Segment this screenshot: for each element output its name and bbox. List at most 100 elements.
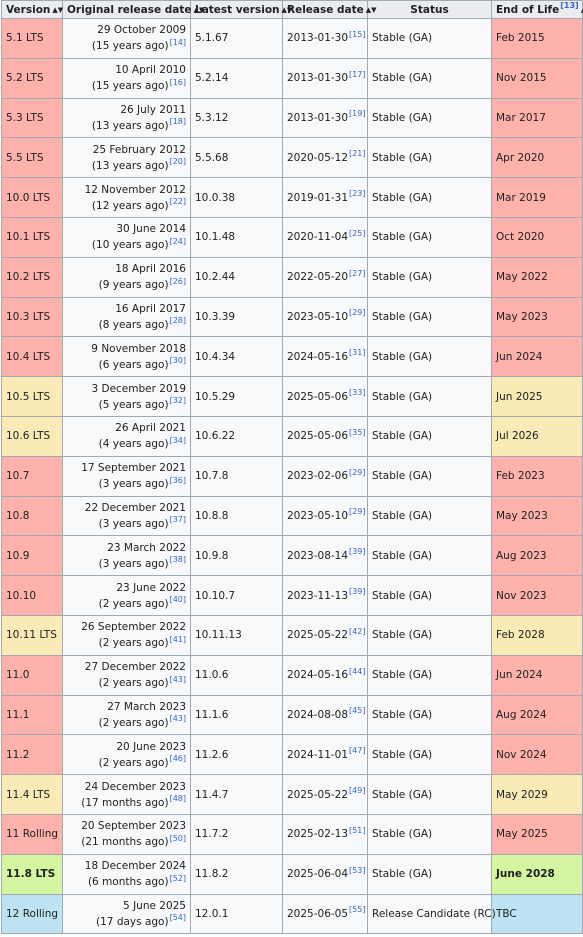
- reference-link[interactable]: [19]: [349, 109, 366, 119]
- column-header-version[interactable]: Version ▲▼: [1, 0, 64, 19]
- reference-link[interactable]: [52]: [169, 873, 186, 883]
- version-cell: 10.2 LTS: [1, 256, 63, 298]
- reference-link[interactable]: [37]: [169, 515, 186, 525]
- original-release-age: (6 months ago): [87, 876, 169, 889]
- original-release-age: (2 years ago): [98, 716, 169, 729]
- reference-link[interactable]: [29]: [349, 507, 366, 517]
- reference-link[interactable]: [36]: [169, 475, 186, 485]
- reference-link[interactable]: [21]: [349, 149, 366, 159]
- original-release-age: (2 years ago): [98, 637, 169, 650]
- reference-link[interactable]: [55]: [349, 905, 366, 915]
- reference-link[interactable]: [38]: [169, 555, 186, 565]
- reference-link[interactable]: [28]: [169, 316, 186, 326]
- sort-arrows-icon[interactable]: ▲▼: [365, 5, 377, 14]
- reference-link[interactable]: [41]: [169, 634, 186, 644]
- release-date-cell: 2025-06-05[55]: [282, 893, 368, 935]
- reference-link[interactable]: [27]: [349, 268, 366, 278]
- version-cell: 5.2 LTS: [1, 57, 63, 99]
- column-header-end-of-life[interactable]: End of Life[13]▲▼: [491, 0, 583, 19]
- original-release-date-cell: 20 September 2023 (21 months ago)[50]: [62, 813, 191, 855]
- reference-link[interactable]: [33]: [349, 388, 366, 398]
- reference-link[interactable]: [45]: [349, 706, 366, 716]
- reference-link[interactable]: [42]: [349, 626, 366, 636]
- reference-link[interactable]: [43]: [169, 714, 186, 724]
- status-cell: Stable (GA): [367, 853, 492, 895]
- reference-link[interactable]: [50]: [169, 833, 186, 843]
- reference-link[interactable]: [22]: [169, 197, 186, 207]
- original-release-date-cell: 30 June 2014 (10 years ago)[24]: [62, 216, 191, 258]
- release-date-cell: 2020-05-12[21]: [282, 137, 368, 179]
- reference-link[interactable]: [43]: [169, 674, 186, 684]
- reference-link[interactable]: [53]: [349, 865, 366, 875]
- latest-version-cell: 10.8.8: [190, 495, 283, 537]
- release-date: 2025-05-22: [287, 629, 349, 642]
- column-header-status: Status: [367, 0, 492, 19]
- end-of-life-cell: Oct 2020: [491, 216, 583, 258]
- reference-link[interactable]: [40]: [169, 595, 186, 605]
- end-of-life-cell: Feb 2023: [491, 455, 583, 497]
- original-release-date-cell: 18 April 2016 (9 years ago)[26]: [62, 256, 191, 298]
- reference-link[interactable]: [31]: [349, 348, 366, 358]
- original-release-date: 25 February 2012: [92, 143, 186, 156]
- reference-link[interactable]: [30]: [169, 356, 186, 366]
- reference-link[interactable]: [54]: [169, 913, 186, 923]
- version-cell: 11.1: [1, 694, 63, 736]
- version-cell: 10.4 LTS: [1, 336, 63, 378]
- reference-link[interactable]: [29]: [349, 308, 366, 318]
- table-row: 10.0 LTS 12 November 2012 (12 years ago)[2…: [1, 177, 583, 218]
- release-date: 2023-11-13: [287, 589, 349, 602]
- original-release-date: 18 April 2016: [115, 263, 186, 276]
- release-date: 2022-05-20: [287, 271, 349, 284]
- column-header-original-release-date[interactable]: Original release date▲▼: [62, 0, 204, 19]
- column-header-latest-version[interactable]: Latest version▲▼: [190, 0, 292, 19]
- reference-link[interactable]: [48]: [169, 794, 186, 804]
- sort-arrows-icon[interactable]: ▲▼: [52, 5, 64, 14]
- reference-link[interactable]: [15]: [349, 29, 366, 39]
- release-date: 2025-05-06: [287, 430, 349, 443]
- table-row: 10.4 LTS 9 November 2018 (6 years ago)[30]…: [1, 336, 583, 378]
- table-row: 10.1 LTS 30 June 2014 (10 years ago)[24] 10…: [1, 216, 583, 258]
- reference-link[interactable]: [13]: [560, 1, 579, 10]
- status-cell: Stable (GA): [367, 336, 492, 378]
- reference-link[interactable]: [26]: [169, 276, 186, 286]
- latest-version-cell: 5.2.14: [190, 57, 283, 99]
- reference-link[interactable]: [46]: [169, 754, 186, 764]
- reference-link[interactable]: [25]: [349, 228, 366, 238]
- original-release-date: 17 September 2021: [81, 462, 186, 475]
- reference-link[interactable]: [16]: [169, 77, 186, 87]
- release-date-cell: 2020-11-04[25]: [282, 216, 368, 258]
- original-release-date: 5 June 2025: [123, 899, 186, 912]
- original-release-date: 12 November 2012: [84, 183, 186, 196]
- reference-link[interactable]: [44]: [349, 666, 366, 676]
- version-cell: 5.5 LTS: [1, 137, 63, 179]
- reference-link[interactable]: [17]: [349, 69, 366, 79]
- table-row: 10.2 LTS 18 April 2016 (9 years ago)[26] 10…: [1, 256, 583, 298]
- reference-link[interactable]: [23]: [349, 189, 366, 199]
- reference-link[interactable]: [20]: [169, 157, 186, 167]
- reference-link[interactable]: [14]: [169, 37, 186, 47]
- reference-link[interactable]: [24]: [169, 236, 186, 246]
- release-date-cell: 2019-01-31[23]: [282, 177, 368, 218]
- reference-link[interactable]: [39]: [349, 547, 366, 557]
- version-cell: 10.10: [1, 575, 63, 616]
- sort-arrows-icon[interactable]: ▲▼: [581, 6, 583, 14]
- reference-link[interactable]: [32]: [169, 396, 186, 406]
- original-release-age: (17 months ago): [81, 796, 169, 809]
- release-date: 2024-05-16: [287, 350, 349, 363]
- end-of-life-cell: Nov 2024: [491, 734, 583, 776]
- status-cell: Stable (GA): [367, 455, 492, 497]
- reference-link[interactable]: [51]: [349, 825, 366, 835]
- original-release-date: 20 June 2023: [116, 740, 186, 753]
- reference-link[interactable]: [49]: [349, 786, 366, 796]
- end-of-life-cell: June 2028: [491, 853, 583, 895]
- column-header-release-date[interactable]: Release date ▲▼: [282, 0, 377, 19]
- release-date: 2024-05-16: [287, 669, 349, 682]
- status-cell: Stable (GA): [367, 97, 492, 139]
- reference-link[interactable]: [47]: [349, 746, 366, 756]
- reference-link[interactable]: [35]: [349, 427, 366, 437]
- original-release-age: (4 years ago): [98, 438, 169, 451]
- reference-link[interactable]: [34]: [169, 435, 186, 445]
- reference-link[interactable]: [18]: [169, 117, 186, 127]
- reference-link[interactable]: [29]: [349, 467, 366, 477]
- reference-link[interactable]: [39]: [349, 587, 366, 597]
